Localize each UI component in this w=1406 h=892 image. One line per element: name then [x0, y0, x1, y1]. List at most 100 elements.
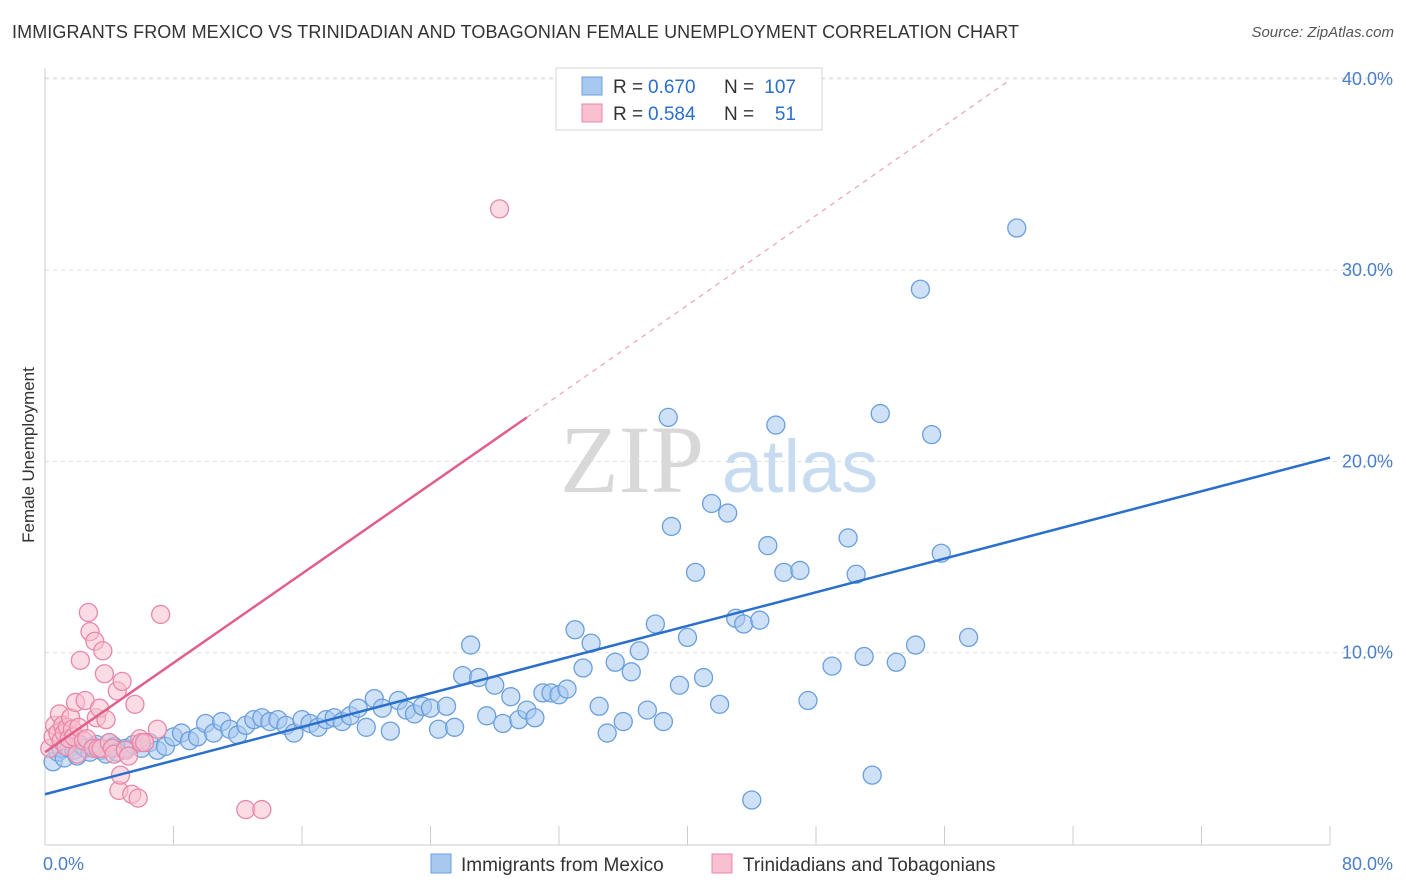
point-trinidad — [70, 650, 90, 671]
stats-r-label-pink: R = — [613, 104, 643, 125]
point-mexico — [854, 646, 874, 667]
point-mexico — [758, 535, 778, 556]
trend-lines — [44, 80, 1331, 796]
point-mexico — [420, 698, 441, 718]
point-mexico — [734, 614, 754, 634]
point-mexico — [557, 679, 577, 699]
point-mexico — [958, 627, 979, 648]
y-tick-label: 30.0% — [1342, 260, 1393, 280]
point-mexico — [1007, 218, 1027, 238]
point-mexico — [685, 562, 706, 583]
stats-swatch-pink — [581, 103, 603, 123]
point-mexico — [565, 620, 585, 640]
point-mexico — [846, 564, 866, 584]
point-mexico — [501, 687, 521, 707]
point-mexico — [589, 696, 609, 716]
stats-r-value-pink: 0.584 — [648, 104, 696, 125]
y-axis-label: Female Unemployment — [19, 367, 38, 543]
stats-legend: R = 0.670 N = 107 R = 0.584 N = 51 — [555, 67, 823, 131]
point-mexico — [750, 610, 770, 630]
point-trinidad — [128, 788, 148, 808]
point-mexico — [469, 667, 489, 688]
trend-line-trinidad-extension — [526, 80, 1010, 418]
point-mexico — [790, 560, 810, 581]
point-mexico — [637, 700, 657, 720]
series-legend: Immigrants from Mexico Trinidadians and … — [430, 853, 995, 876]
tick-labels: 10.0% 20.0% 30.0% 40.0% 0.0% 80.0% — [43, 69, 1393, 874]
point-trinidad — [489, 199, 510, 219]
point-mexico — [693, 667, 714, 688]
point-mexico — [822, 656, 842, 676]
point-trinidad — [252, 799, 272, 820]
point-trinidad — [118, 746, 139, 766]
legend-label-mexico: Immigrants from Mexico — [461, 855, 664, 876]
point-mexico — [886, 652, 906, 672]
point-mexico — [798, 690, 818, 711]
point-mexico — [477, 706, 497, 726]
point-mexico — [525, 708, 545, 728]
point-mexico — [653, 711, 674, 732]
point-mexico — [356, 717, 376, 737]
grid-lines — [45, 77, 1390, 654]
point-mexico — [597, 723, 617, 743]
point-trinidad — [125, 694, 145, 715]
point-mexico — [621, 662, 641, 682]
watermark-zip: ZIP — [560, 406, 704, 513]
point-mexico — [629, 641, 649, 661]
point-mexico — [461, 635, 481, 655]
point-mexico — [661, 516, 682, 537]
point-mexico — [742, 790, 762, 810]
stats-n-label-blue: N = — [724, 77, 754, 98]
point-mexico — [905, 635, 926, 655]
point-mexico — [613, 711, 633, 732]
watermark-atlas: atlas — [722, 425, 878, 508]
trend-line-trinidad — [44, 416, 528, 754]
stats-n-value-pink: 51 — [775, 104, 796, 125]
axes — [44, 68, 1331, 846]
point-mexico — [444, 717, 465, 737]
source-credit: Source: ZipAtlas.com — [1251, 24, 1394, 41]
point-trinidad — [78, 602, 99, 623]
stats-swatch-blue — [581, 76, 603, 96]
point-mexico — [605, 652, 625, 672]
legend-label-trinidad: Trinidadians and Tobagonians — [743, 855, 995, 876]
point-mexico — [428, 719, 449, 739]
point-mexico — [709, 694, 730, 715]
stats-r-label-blue: R = — [613, 77, 643, 98]
y-tick-label: 40.0% — [1342, 69, 1393, 89]
x-tick-label-max: 80.0% — [1342, 854, 1393, 874]
point-trinidad — [147, 719, 168, 739]
y-tick-label: 10.0% — [1342, 643, 1393, 663]
point-mexico — [645, 614, 666, 634]
stats-n-value-blue: 107 — [764, 77, 796, 98]
stats-r-value-blue: 0.670 — [648, 77, 696, 98]
point-mexico — [701, 493, 722, 514]
point-mexico — [669, 675, 690, 695]
point-mexico — [774, 562, 794, 583]
point-trinidad — [93, 641, 113, 661]
point-mexico — [862, 765, 882, 785]
stats-n-label-pink: N = — [724, 104, 754, 125]
legend-swatch-trinidad — [711, 853, 733, 874]
watermark: ZIP atlas — [560, 406, 878, 513]
trend-line-mexico — [44, 456, 1331, 796]
point-mexico — [922, 424, 942, 445]
point-mexico — [436, 696, 457, 716]
point-mexico — [910, 279, 931, 299]
point-trinidad — [150, 604, 171, 625]
point-mexico — [870, 403, 890, 424]
point-trinidad — [134, 732, 155, 753]
point-trinidad — [112, 671, 132, 692]
legend-swatch-mexico — [430, 853, 452, 874]
point-mexico — [380, 721, 400, 741]
point-mexico — [718, 503, 738, 523]
x-tick-label-min: 0.0% — [43, 854, 84, 874]
y-tick-label: 20.0% — [1342, 451, 1393, 471]
point-mexico — [573, 658, 593, 678]
point-trinidad — [236, 799, 256, 820]
data-points — [40, 199, 1027, 820]
point-mexico — [658, 407, 678, 428]
point-mexico — [677, 627, 698, 648]
point-mexico — [766, 415, 786, 435]
